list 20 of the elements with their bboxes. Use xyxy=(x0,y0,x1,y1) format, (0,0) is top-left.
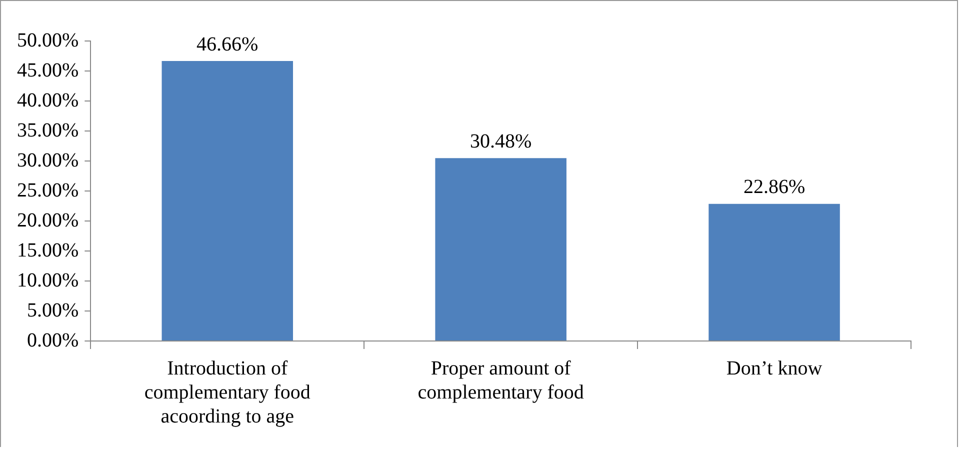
data-label: 30.48% xyxy=(470,130,532,152)
bar xyxy=(162,61,294,340)
y-tick-label: 25.00% xyxy=(16,179,79,202)
x-tick-label: Don’t know xyxy=(726,357,823,380)
x-tick-label: Proper amount of complementary food xyxy=(418,357,584,404)
y-tick-label: 50.00% xyxy=(16,29,79,52)
y-tick-label: 10.00% xyxy=(16,269,79,292)
y-tick-label: 5.00% xyxy=(26,299,79,322)
bar xyxy=(708,204,840,340)
y-tick-label: 35.00% xyxy=(16,119,79,142)
y-tick-label: 0.00% xyxy=(26,329,79,352)
x-tick-label: Introduction of complementary food acoording to age xyxy=(144,357,310,428)
y-tick-label: 20.00% xyxy=(16,209,79,232)
y-tick-label: 15.00% xyxy=(16,239,79,262)
y-tick-label: 40.00% xyxy=(16,89,79,112)
y-tick-label: 45.00% xyxy=(16,59,79,82)
y-tick-label: 30.00% xyxy=(16,149,79,172)
bar xyxy=(435,158,566,340)
data-label: 46.66% xyxy=(196,33,258,56)
data-label: 22.86% xyxy=(743,176,806,198)
